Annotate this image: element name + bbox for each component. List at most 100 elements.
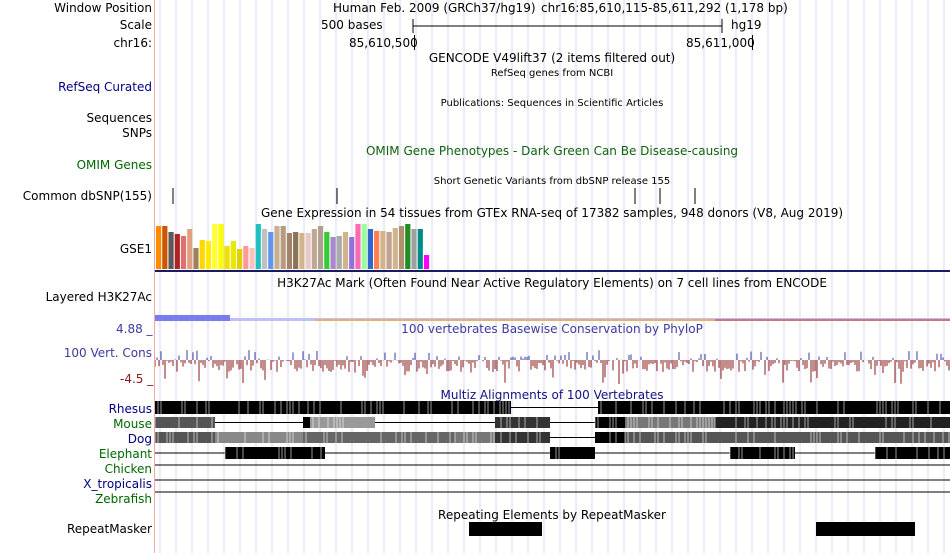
gtex-bar [367, 229, 374, 269]
gtex-bar [212, 224, 218, 269]
species-mouse[interactable]: Mouse [113, 417, 152, 431]
gtex-bar [299, 233, 305, 269]
species-chicken[interactable]: Chicken [104, 462, 152, 476]
gtex-bar [218, 224, 224, 269]
dbsnp-track-title[interactable]: Short Genetic Variants from dbSNP releas… [433, 176, 671, 187]
omim-label[interactable]: OMIM Genes [76, 158, 152, 172]
multiz-block [303, 417, 310, 428]
h3k27ac-track-title[interactable]: H3K27Ac Mark (Often Found Near Active Re… [277, 276, 827, 290]
multiz-block [495, 417, 550, 428]
tick-left: 85,610,500 [349, 36, 418, 50]
h3k27ac-signal [155, 315, 950, 321]
multiz-block [155, 401, 511, 414]
gencode-track-title[interactable]: GENCODE V49lift37 (2 items filtered out) [428, 51, 676, 65]
gtex-bar [236, 249, 243, 269]
multiz-block [730, 447, 795, 459]
snps-label[interactable]: SNPs [122, 126, 152, 140]
chrom-label: chr16: [113, 36, 152, 50]
multiz-block [303, 432, 455, 443]
phylop-label[interactable]: 100 Vert. Cons [63, 346, 152, 360]
publications-track-title[interactable]: Publications: Sequences in Scientific Ar… [440, 98, 664, 109]
gtex-bar [380, 231, 386, 269]
gtex-bar [392, 228, 398, 269]
gtex-bar [224, 246, 230, 269]
scale-text: 500 bases [321, 18, 383, 32]
gtex-bar [293, 232, 299, 269]
species-elephant[interactable]: Elephant [98, 447, 152, 461]
species-rhesus[interactable]: Rhesus [108, 402, 152, 416]
repeat-track-title[interactable]: Repeating Elements by RepeatMasker [438, 508, 666, 522]
species-dog[interactable]: Dog [127, 432, 152, 446]
gtex-bar [199, 240, 205, 269]
multiz-block [625, 432, 950, 443]
multiz-track-title[interactable]: Multiz Alignments of 100 Vertebrates [440, 388, 664, 402]
gtex-bar [162, 226, 168, 269]
gtex-bar [405, 224, 411, 269]
gtex-bar [411, 229, 417, 269]
gtex-bar [311, 229, 317, 269]
tick-left-mark [414, 35, 415, 50]
gtex-label[interactable]: GSE1 [119, 242, 152, 256]
phylop-track-title[interactable]: 100 vertebrates Basewise Conservation by… [401, 322, 703, 336]
window-position-label: Window Position [54, 1, 152, 15]
scale-label: Scale [119, 18, 152, 32]
gtex-bar [180, 236, 187, 269]
omim-track-title[interactable]: OMIM Gene Phenotypes - Dark Green Can Be… [365, 144, 739, 158]
multiz-block [155, 417, 215, 428]
refseq-track-title[interactable]: RefSeq genes from NCBI [490, 68, 614, 79]
gtex-baseline [155, 270, 950, 272]
gtex-bar [423, 255, 430, 269]
gtex-bar [386, 232, 392, 269]
gtex-bar [255, 224, 261, 269]
gtex-bar [230, 241, 236, 269]
gtex-bar [305, 233, 311, 269]
gtex-bar [398, 226, 405, 269]
gtex-bar [168, 232, 174, 269]
multiz-block [310, 417, 375, 428]
multiz-block [495, 432, 550, 443]
phylop-max: 4.88 _ [116, 322, 153, 336]
gtex-track-title[interactable]: Gene Expression in 54 tissues from GTEx … [260, 206, 844, 220]
gtex-bar [349, 237, 355, 269]
multiz-block [715, 417, 950, 428]
gtex-bar [187, 229, 193, 269]
grid-lines [159, 0, 945, 553]
gtex-bar [205, 241, 212, 269]
gtex-bar [286, 233, 293, 269]
gtex-bar [261, 229, 268, 269]
tick-right: 85,611,000 [686, 36, 755, 50]
species-zebrafish[interactable]: Zebrafish [95, 492, 152, 506]
gtex-bar [330, 237, 336, 269]
gtex-bar [417, 229, 423, 269]
dbsnp-variants [172, 188, 696, 204]
gtex-bar [156, 226, 162, 269]
dbsnp-label[interactable]: Common dbSNP(155) [22, 189, 152, 203]
multiz-block [225, 447, 325, 459]
repeat-label[interactable]: RepeatMasker [66, 522, 152, 536]
gtex-bar [342, 232, 349, 269]
multiz-block [875, 447, 950, 459]
gtex-bar [243, 246, 249, 269]
h3k27ac-label[interactable]: Layered H3K27Ac [45, 290, 152, 304]
sequences-label[interactable]: Sequences [86, 111, 152, 125]
multiz-block [550, 447, 595, 459]
tick-right-mark [752, 35, 753, 50]
assembly-text: Human Feb. 2009 (GRCh37/hg19) [333, 1, 536, 15]
phylop-signal [155, 350, 950, 384]
gtex-bar [336, 236, 342, 269]
multiz-block [215, 432, 303, 443]
multiz-block [455, 432, 495, 443]
repeat-elements [469, 522, 915, 536]
position-text: chr16:85,610,115-85,611,292 (1,178 bp) [541, 1, 788, 15]
scale-bar [412, 19, 723, 33]
refseq-label[interactable]: RefSeq Curated [58, 80, 152, 94]
phylop-min: -4.5 _ [120, 372, 154, 386]
multiz-alignments [155, 401, 950, 493]
gtex-bar [174, 234, 180, 269]
gtex-bar [361, 224, 367, 269]
gtex-bar [274, 226, 280, 269]
gtex-bar [317, 226, 324, 269]
label-separator [154, 0, 155, 553]
species-x-tropicalis[interactable]: X_tropicalis [83, 477, 152, 491]
gtex-bar [193, 248, 199, 269]
